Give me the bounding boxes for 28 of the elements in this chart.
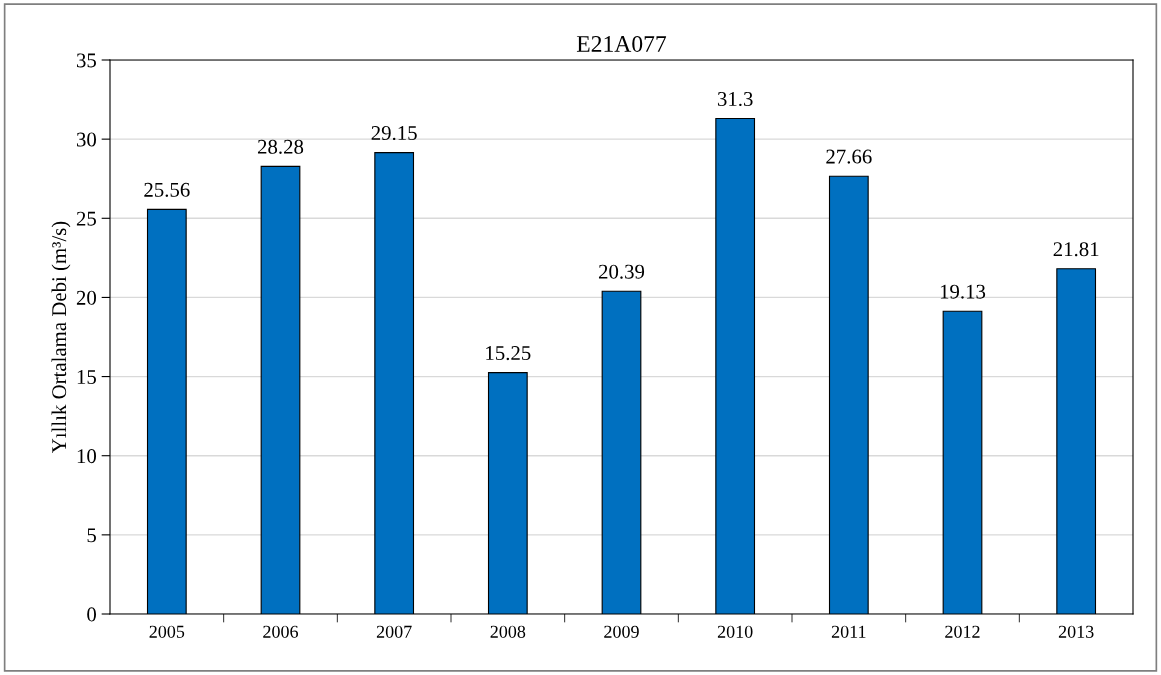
y-tick-label: 30: [76, 132, 97, 147]
data-label: 27.66: [826, 149, 872, 164]
data-label: 28.28: [257, 139, 304, 154]
y-tick-label: 10: [77, 449, 97, 464]
x-tick-label: 2009: [604, 625, 639, 638]
x-tick-label: 2008: [490, 625, 526, 638]
chart-title: E21A077: [576, 35, 667, 52]
x-tick-label: 2011: [831, 625, 866, 638]
y-tick-label: 15: [77, 370, 96, 384]
data-label: 20.39: [598, 264, 645, 279]
y-tick-label: 0: [87, 607, 97, 622]
data-label: 15.25: [486, 346, 531, 361]
y-tick-label: 35: [76, 53, 96, 68]
y-axis-title: Yıllık Ortalama Debi (m³/s): [51, 221, 71, 453]
x-tick-label: 2007: [376, 625, 412, 638]
data-label: 29.15: [371, 126, 417, 141]
x-tick-label: 2005: [149, 625, 185, 638]
data-label: 25.56: [144, 182, 190, 197]
x-tick-label: 2012: [945, 625, 980, 638]
data-label: 31.3: [717, 92, 753, 107]
y-tick-label: 5: [87, 528, 96, 543]
x-tick-label: 2013: [1058, 625, 1094, 638]
y-tick-label: 25: [76, 211, 96, 226]
x-tick-label: 2006: [263, 625, 299, 638]
data-label: 19.13: [940, 284, 986, 299]
data-label: 21.81: [1053, 242, 1099, 257]
y-tick-label: 20: [76, 290, 97, 305]
x-tick-label: 2010: [717, 625, 753, 638]
